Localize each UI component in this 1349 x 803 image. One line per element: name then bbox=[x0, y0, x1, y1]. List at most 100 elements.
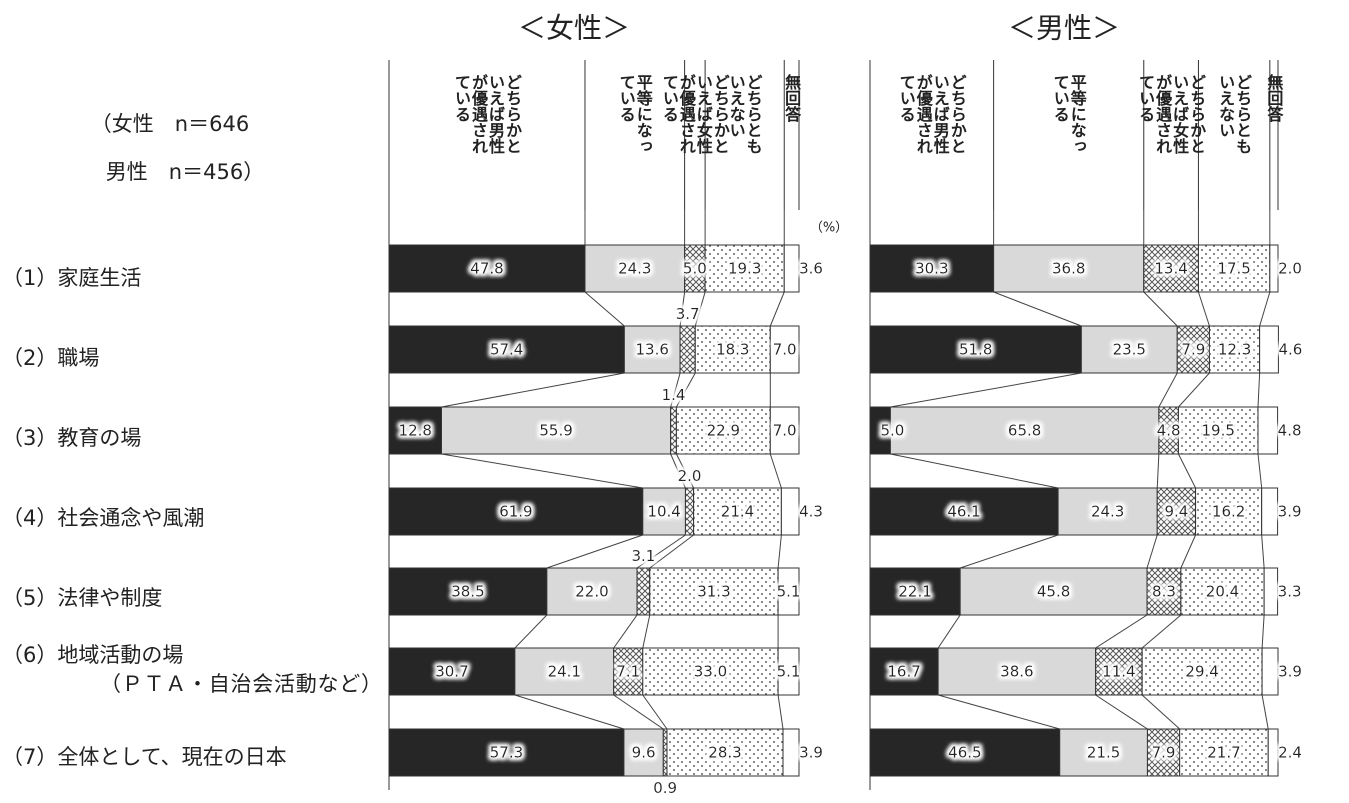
bar-segment bbox=[623, 728, 664, 777]
data-label: 16.7 bbox=[887, 663, 920, 681]
data-label: 13.6 bbox=[636, 341, 669, 359]
data-label: 31.3 bbox=[697, 583, 730, 601]
bar-segment bbox=[869, 728, 1061, 777]
bar-segment bbox=[769, 325, 800, 374]
data-label: 45.8 bbox=[1037, 583, 1070, 601]
bar-segment bbox=[388, 647, 516, 696]
data-label: 5.1 bbox=[777, 583, 801, 601]
connector-line bbox=[1143, 291, 1178, 327]
bar-segment bbox=[1146, 728, 1181, 777]
data-label: 3.1 bbox=[631, 547, 655, 565]
bar-segment bbox=[675, 406, 771, 455]
category-label: （3）教育の場 bbox=[2, 426, 141, 450]
bar-segment bbox=[584, 244, 686, 293]
legend-label: いえば男性 bbox=[931, 74, 950, 155]
category-label: （5）法律や制度 bbox=[2, 586, 162, 610]
category-label: （6）地域活動の場 bbox=[2, 643, 183, 667]
legend-label: ている bbox=[897, 74, 916, 122]
bar-segment bbox=[777, 647, 800, 696]
bar-segment bbox=[777, 567, 800, 616]
connector-line bbox=[890, 372, 1082, 408]
data-label: 23.5 bbox=[1113, 341, 1146, 359]
bar-segment bbox=[440, 406, 672, 455]
legend-label: ている bbox=[617, 74, 636, 122]
data-label: 9.4 bbox=[1164, 503, 1188, 521]
bar-segment bbox=[642, 487, 686, 536]
legend-label: いえば女性 bbox=[1170, 74, 1189, 155]
legend-label: 無回答 bbox=[1264, 73, 1283, 123]
data-label: 3.7 bbox=[676, 305, 700, 323]
connector-line bbox=[1261, 694, 1269, 730]
legend-label: ている bbox=[660, 74, 679, 122]
bar-segment bbox=[1195, 487, 1263, 536]
connector-line bbox=[1259, 291, 1271, 327]
connector-line bbox=[675, 372, 696, 408]
legend-item: 無回答 bbox=[782, 73, 801, 123]
data-label: 1.4 bbox=[662, 386, 686, 404]
legend-label: どちらとも bbox=[1233, 74, 1252, 154]
category-label: （1）家庭生活 bbox=[2, 266, 141, 290]
data-label: 8.3 bbox=[1152, 583, 1176, 601]
bar-segment bbox=[783, 244, 800, 293]
data-label: 4.6 bbox=[1278, 341, 1302, 359]
data-label: 38.6 bbox=[1000, 663, 1033, 681]
sample-note-male: 男性 n＝456） bbox=[106, 160, 264, 184]
bar-segment bbox=[993, 244, 1145, 293]
chart-title: ＜男性＞ bbox=[1008, 12, 1120, 45]
category-label: （2）職場 bbox=[2, 346, 99, 370]
data-label: 30.7 bbox=[435, 663, 468, 681]
data-label: 7.0 bbox=[773, 341, 797, 359]
connector-line bbox=[649, 534, 694, 569]
connector-line bbox=[613, 694, 664, 730]
data-label: 18.3 bbox=[716, 341, 749, 359]
legend-label: 平等になっ bbox=[1068, 74, 1088, 154]
sample-note-female: （女性 n＝646 bbox=[91, 112, 249, 136]
data-label: 38.5 bbox=[451, 583, 484, 601]
data-label: 22.1 bbox=[898, 583, 931, 601]
category-label: （4）社会通念や風潮 bbox=[2, 506, 204, 530]
bar-segment bbox=[782, 728, 800, 777]
bar-segment bbox=[869, 325, 1082, 374]
bar-segment bbox=[1261, 647, 1279, 696]
connector-line bbox=[1197, 291, 1210, 327]
connector-line bbox=[960, 534, 1059, 569]
data-label: 46.1 bbox=[947, 503, 980, 521]
chart-title: ＜女性＞ bbox=[518, 12, 630, 45]
connector-line bbox=[769, 291, 785, 327]
bar-segment bbox=[388, 406, 442, 455]
bar-segment bbox=[1095, 647, 1143, 696]
data-label: 7.9 bbox=[1181, 341, 1205, 359]
data-label: 16.2 bbox=[1212, 503, 1245, 521]
data-label: 22.0 bbox=[575, 583, 608, 601]
data-label: 5.0 bbox=[880, 422, 904, 440]
data-label: 3.9 bbox=[1278, 663, 1302, 681]
data-label: 20.4 bbox=[1206, 583, 1239, 601]
connector-line bbox=[993, 291, 1082, 327]
data-label: 2.0 bbox=[1278, 260, 1302, 278]
data-label: 24.1 bbox=[548, 663, 581, 681]
connector-line bbox=[1180, 534, 1197, 569]
legend-label: が優遇され bbox=[914, 73, 934, 154]
data-label: 57.4 bbox=[490, 341, 523, 359]
connector-line bbox=[636, 534, 686, 569]
connector-line bbox=[675, 453, 695, 489]
legend-label: どちらかと bbox=[1187, 74, 1206, 154]
legend-label: いえない bbox=[1216, 74, 1235, 138]
connector-line bbox=[1158, 372, 1178, 408]
bar-segment bbox=[613, 647, 644, 696]
connector-line bbox=[1141, 614, 1182, 649]
connector-line bbox=[514, 614, 548, 649]
data-label: 13.4 bbox=[1154, 260, 1187, 278]
bar-segment bbox=[1263, 567, 1279, 616]
bar-segment bbox=[1143, 244, 1199, 293]
data-label: 57.3 bbox=[490, 744, 523, 762]
